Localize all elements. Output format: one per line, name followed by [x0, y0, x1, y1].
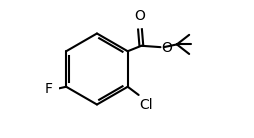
Text: Cl: Cl [139, 98, 153, 112]
Text: F: F [45, 83, 53, 96]
Text: O: O [161, 41, 172, 55]
Text: O: O [135, 9, 146, 23]
